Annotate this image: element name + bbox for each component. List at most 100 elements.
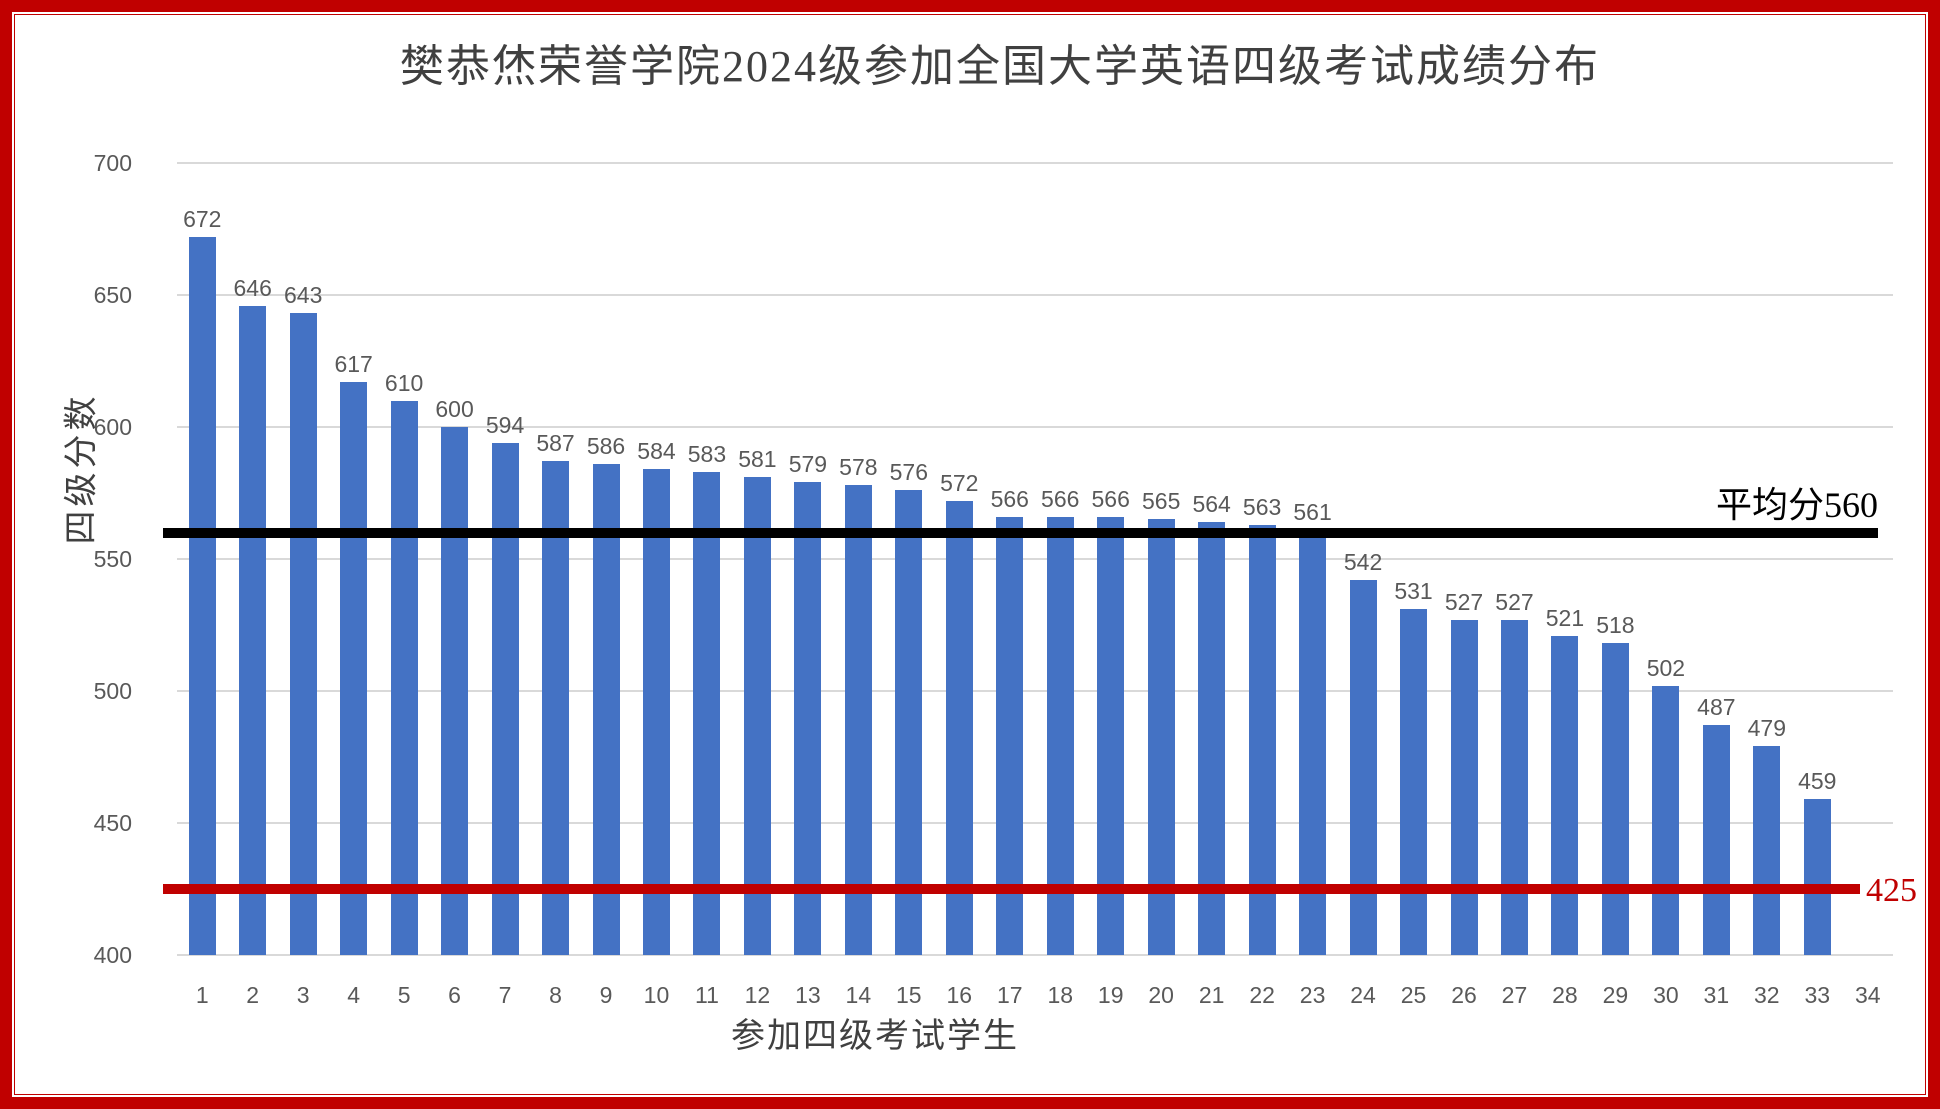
- bar-value-label-6: 600: [435, 396, 474, 422]
- gridline-400: [177, 954, 1893, 956]
- bar-student-12: [743, 477, 771, 955]
- bar-student-30: [1652, 685, 1680, 955]
- bar-student-20: [1147, 519, 1175, 955]
- bar-student-13: [794, 482, 822, 955]
- x-tick-label-18: 18: [1047, 982, 1074, 1008]
- bar-value-label-10: 584: [637, 438, 676, 465]
- x-tick-label-10: 10: [643, 982, 670, 1008]
- x-tick-label-14: 14: [845, 982, 872, 1008]
- bar-student-5: [390, 400, 418, 955]
- bar-value-label-32: 479: [1747, 715, 1786, 742]
- x-tick-label-6: 6: [448, 982, 461, 1008]
- bar-student-21: [1198, 522, 1226, 955]
- x-tick-label-15: 15: [896, 982, 922, 1008]
- x-tick-label-11: 11: [694, 982, 719, 1008]
- x-tick-label-17: 17: [996, 982, 1023, 1008]
- bar-value-label-33: 459: [1798, 768, 1837, 795]
- bar-student-18: [1046, 516, 1074, 955]
- x-tick-label-19: 19: [1097, 982, 1124, 1008]
- bar-student-31: [1702, 725, 1730, 955]
- bar-value-label-5: 610: [384, 369, 424, 396]
- bar-value-label-21: 564: [1192, 491, 1231, 518]
- gridline-650: [177, 294, 1893, 296]
- gridline-600: [177, 426, 1893, 428]
- pass-line: [163, 884, 1860, 894]
- bar-student-15: [895, 490, 923, 955]
- chart-title: 樊恭烋荣誉学院2024级参加全国大学英语四级考试成绩分布: [400, 42, 1600, 91]
- bar-student-16: [945, 500, 973, 955]
- bar-student-22: [1248, 524, 1276, 955]
- x-tick-label-9: 9: [599, 982, 613, 1008]
- bar-value-label-13: 579: [788, 451, 828, 478]
- x-tick-label-32: 32: [1754, 982, 1780, 1008]
- x-tick-label-33: 33: [1804, 982, 1831, 1008]
- bar-value-label-11: 583: [687, 440, 727, 467]
- bar-value-label-14: 578: [839, 454, 878, 481]
- bar-student-29: [1601, 643, 1629, 955]
- bar-student-33: [1803, 799, 1831, 955]
- bar-value-label-12: 581: [738, 446, 777, 473]
- x-tick-label-34: 34: [1854, 982, 1881, 1008]
- bar-student-14: [844, 485, 872, 955]
- x-tick-label-25: 25: [1400, 982, 1427, 1008]
- bar-value-label-16: 572: [940, 469, 979, 496]
- bar-value-label-15: 576: [889, 459, 928, 486]
- x-tick-label-29: 29: [1602, 982, 1629, 1008]
- x-tick-label-24: 24: [1350, 982, 1376, 1008]
- x-tick-label-3: 3: [296, 982, 310, 1008]
- x-tick-label-27: 27: [1501, 982, 1528, 1008]
- bar-value-label-1: 672: [183, 205, 222, 232]
- average-line-label: 平均分560: [1715, 485, 1878, 525]
- x-tick-label-23: 23: [1299, 982, 1326, 1008]
- bar-value-label-27: 527: [1495, 588, 1534, 615]
- bar-value-label-25: 531: [1394, 578, 1433, 605]
- bar-student-32: [1753, 746, 1781, 955]
- bar-student-19: [1097, 516, 1125, 955]
- y-tick-label-550: 550: [93, 546, 132, 572]
- bar-value-label-30: 502: [1646, 654, 1686, 681]
- x-tick-label-31: 31: [1703, 982, 1730, 1008]
- pass-line-label: 425: [1866, 872, 1917, 909]
- bar-student-10: [642, 469, 670, 955]
- bar-value-label-26: 527: [1444, 588, 1484, 615]
- bar-value-label-19: 566: [1091, 485, 1130, 512]
- bar-student-2: [239, 305, 267, 955]
- bar-value-label-2: 646: [233, 274, 272, 301]
- x-tick-label-26: 26: [1451, 982, 1477, 1008]
- bar-value-label-17: 566: [990, 485, 1029, 512]
- bar-student-17: [996, 516, 1024, 955]
- bar-value-label-9: 586: [586, 432, 626, 459]
- x-tick-label-12: 12: [744, 982, 771, 1008]
- y-tick-label-600: 600: [93, 414, 132, 440]
- bar-value-label-4: 617: [334, 351, 373, 378]
- y-tick-label-450: 450: [93, 810, 132, 836]
- y-tick-label-700: 700: [93, 150, 132, 176]
- bar-student-7: [491, 442, 519, 955]
- bar-student-26: [1450, 619, 1478, 955]
- bar-student-24: [1349, 580, 1377, 955]
- x-tick-label-30: 30: [1653, 982, 1679, 1008]
- bar-value-label-3: 643: [283, 282, 323, 309]
- bar-student-1: [188, 236, 216, 955]
- x-tick-label-7: 7: [498, 982, 512, 1008]
- x-tick-label-20: 20: [1148, 982, 1174, 1008]
- x-tick-label-4: 4: [347, 982, 361, 1008]
- y-axis-tick-labels: 400 450 500 550 600 650 700: [0, 150, 150, 968]
- bar-student-9: [592, 463, 620, 955]
- bar-value-label-31: 487: [1697, 694, 1736, 721]
- x-tick-label-21: 21: [1198, 982, 1225, 1008]
- bar-value-label-24: 542: [1343, 549, 1383, 576]
- x-axis-tick-labels: 1 2 3 4 5 6 7 8 9 10 11 12 13 14 15 16 17 18 19 20 21 22 23 24 2…: [177, 974, 1893, 1008]
- bar-student-3: [289, 313, 317, 955]
- x-tick-label-22: 22: [1249, 982, 1275, 1008]
- x-tick-label-16: 16: [946, 982, 973, 1008]
- bar-value-label-28: 521: [1545, 604, 1585, 631]
- y-tick-label-400: 400: [93, 942, 132, 968]
- bar-student-27: [1500, 619, 1528, 955]
- x-tick-label-5: 5: [397, 982, 411, 1008]
- x-tick-label-1: 1: [195, 982, 209, 1008]
- bar-student-6: [441, 427, 469, 955]
- bar-student-28: [1551, 635, 1579, 955]
- bar-value-label-18: 566: [1041, 485, 1080, 512]
- x-tick-label-13: 13: [795, 982, 821, 1008]
